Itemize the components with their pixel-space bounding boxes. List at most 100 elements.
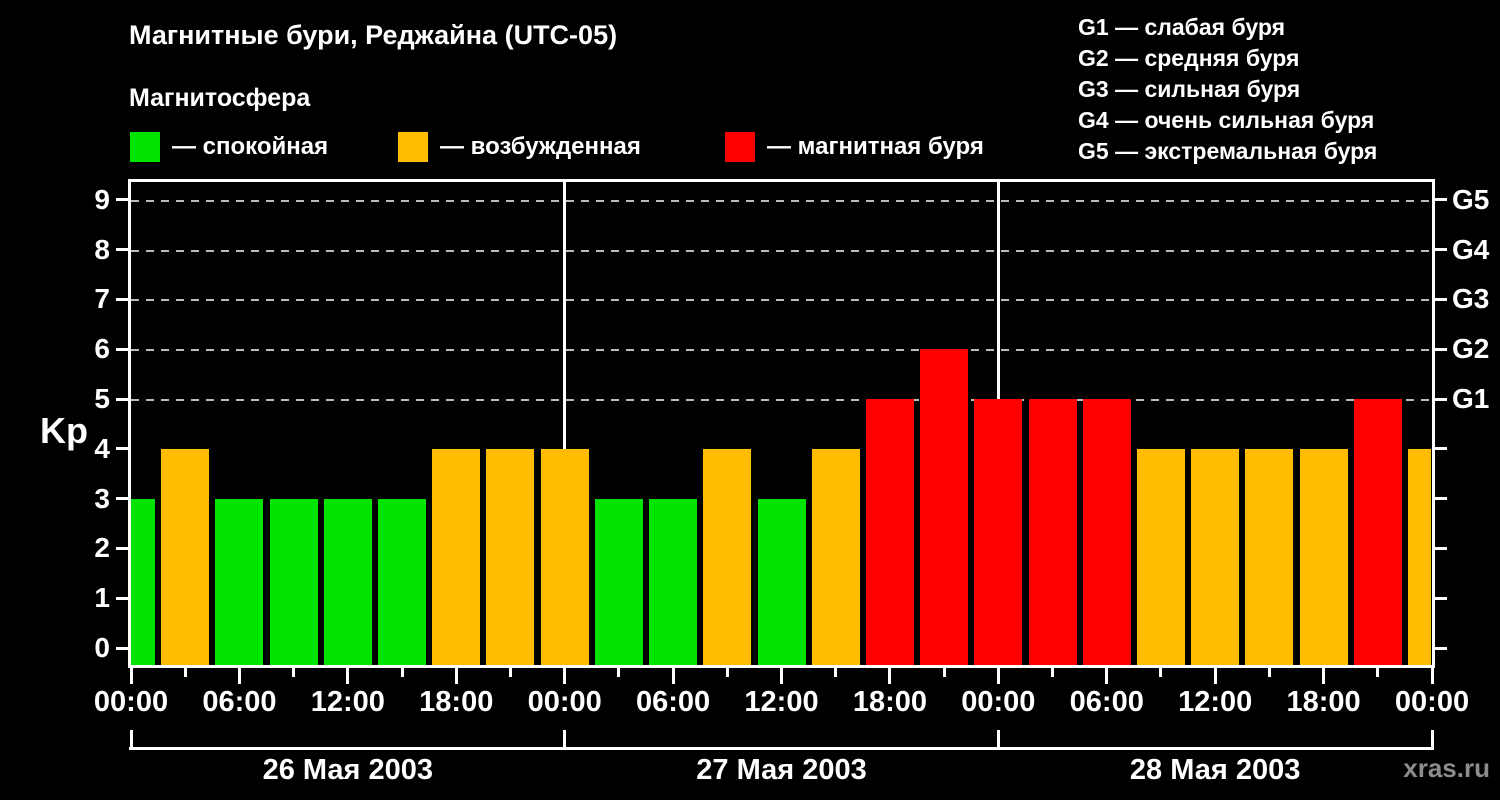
right-axis-tick (1434, 596, 1447, 600)
x-axis-label: 06:00 (202, 686, 277, 718)
x-axis-label: 06:00 (635, 686, 711, 718)
x-axis-tick (725, 668, 729, 677)
kp-bar (1353, 399, 1402, 665)
y-axis-label: 3 (94, 482, 110, 514)
kp-bar (1408, 448, 1431, 665)
date-bracket-tick (129, 730, 133, 750)
gridline-kp-8 (131, 249, 1432, 252)
legend-item-quiet: — спокойная (130, 132, 360, 162)
legend-item-storm: — магнитная буря (725, 132, 1025, 162)
y-axis-tick (116, 646, 129, 650)
g-scale-legend: G1 — слабая буря G2 — средняя буря G3 — … (1078, 12, 1377, 167)
x-axis-tick (183, 668, 187, 677)
y-axis-tick (116, 447, 129, 451)
date-bracket-tick (996, 730, 1000, 750)
x-axis-tick (400, 668, 404, 677)
kp-bar (1028, 399, 1077, 665)
x-axis-tick (671, 668, 675, 684)
y-axis-label: 9 (94, 183, 110, 215)
x-axis-tick (1105, 668, 1109, 684)
x-axis-tick (1376, 668, 1380, 677)
kp-bar (920, 349, 969, 665)
kp-bar (432, 448, 481, 665)
gridline-kp-6 (131, 349, 1432, 352)
y-axis-tick (116, 397, 129, 401)
kp-bar (594, 498, 643, 665)
plot-frame-top (128, 179, 1435, 182)
gridline-kp-5 (131, 399, 1432, 401)
kp-bar (1245, 448, 1294, 665)
kp-bar (486, 448, 535, 665)
y-axis-tick (116, 297, 129, 301)
chart-subtitle: Магнитосфера (129, 84, 311, 112)
x-axis-tick (346, 668, 350, 684)
x-axis-label: 12:00 (1178, 686, 1253, 718)
x-axis-tick (1267, 668, 1271, 677)
y-axis-label: 2 (94, 532, 110, 564)
unsettled-color-swatch (398, 132, 428, 162)
date-label: 28 Мая 2003 (1129, 754, 1301, 786)
x-axis-label: 00:00 (1394, 686, 1470, 718)
x-axis-tick (1213, 668, 1217, 684)
kp-bar (1299, 448, 1348, 665)
right-axis-label-g4: G4 (1452, 233, 1490, 265)
x-axis-tick (888, 668, 892, 684)
plot-frame-right (1432, 179, 1435, 668)
kp-bar (323, 498, 372, 665)
x-axis-tick (1430, 668, 1434, 684)
right-axis-label-g2: G2 (1452, 333, 1490, 365)
kp-bar (215, 498, 264, 665)
kp-bar (540, 448, 589, 665)
gridline-kp-9 (131, 199, 1432, 202)
chart-title: Магнитные бури, Реджайна (UTC-05) (129, 20, 618, 50)
right-axis-tick (1434, 248, 1447, 252)
right-axis-tick (1434, 546, 1447, 550)
kp-bar (811, 448, 860, 665)
right-axis-label-g5: G5 (1452, 183, 1490, 215)
x-axis-tick (292, 668, 296, 677)
plot-area (131, 181, 1432, 665)
y-axis-tick (116, 198, 129, 202)
y-axis-tick (116, 596, 129, 600)
y-axis-label: 7 (94, 283, 110, 315)
date-bracket-tick (563, 730, 567, 750)
right-axis-tick (1434, 198, 1447, 202)
date-label: 26 Мая 2003 (262, 754, 434, 786)
x-axis-label: 00:00 (961, 686, 1036, 718)
x-axis-label: 18:00 (419, 686, 494, 718)
y-axis-label: 8 (94, 233, 110, 265)
kp-bar (974, 399, 1023, 665)
x-axis-label: 12:00 (310, 686, 385, 718)
kp-bar (757, 498, 806, 665)
kp-bar (1191, 448, 1240, 665)
right-axis-label-g1: G1 (1452, 383, 1490, 414)
x-axis-label: 00:00 (93, 686, 169, 718)
x-axis-tick (508, 668, 512, 677)
x-axis-tick (1159, 668, 1163, 677)
right-axis-tick (1434, 497, 1447, 501)
x-axis-tick (1051, 668, 1055, 677)
x-axis-label: 18:00 (852, 686, 927, 718)
right-axis-tick (1434, 447, 1447, 451)
g1-legend-row: G1 — слабая буря (1078, 14, 1286, 40)
plot-frame-left (128, 179, 131, 668)
y-axis-title: Kp (40, 410, 88, 451)
x-axis-tick (780, 668, 783, 684)
g5-legend-row: G5 — экстремальная буря (1078, 138, 1378, 164)
storm-color-swatch (725, 132, 755, 162)
x-axis-label: 06:00 (1069, 686, 1144, 718)
x-axis-tick (563, 668, 567, 684)
y-axis-tick (116, 248, 129, 252)
x-axis-tick (617, 668, 621, 677)
kp-bar (703, 448, 752, 665)
y-axis-tick (116, 347, 129, 351)
y-axis-label: 6 (94, 333, 110, 365)
right-axis-tick (1434, 347, 1447, 351)
right-axis-tick (1434, 297, 1447, 301)
kp-bar (378, 498, 427, 665)
y-axis-label: 1 (94, 582, 110, 614)
day-boundary-line (563, 181, 567, 665)
kp-bar (1136, 448, 1185, 665)
kp-bar (269, 498, 318, 665)
